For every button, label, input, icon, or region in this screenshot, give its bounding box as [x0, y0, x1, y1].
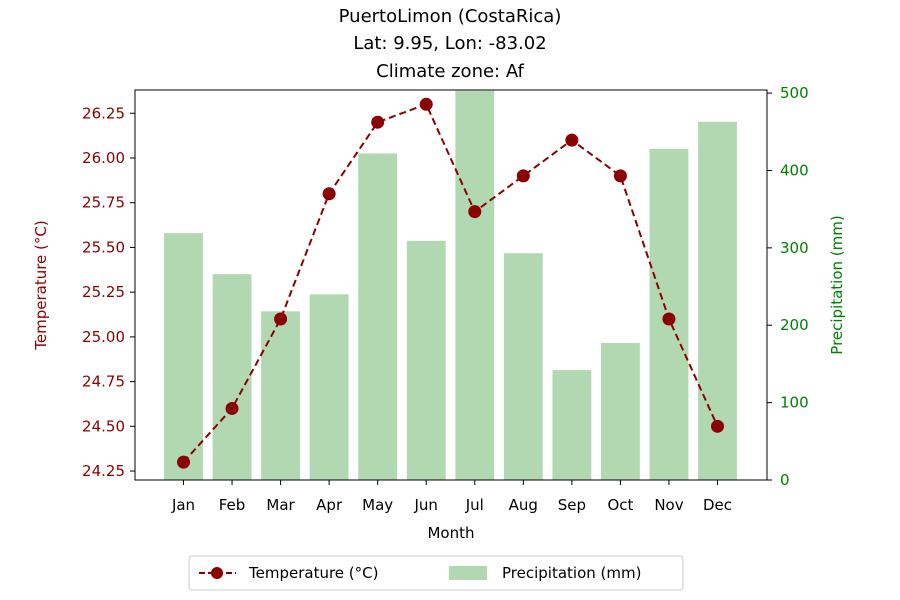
temperature-point-jan — [177, 455, 190, 469]
x-tick-label: Dec — [703, 496, 732, 514]
right-y-axis-label: Precipitation (mm) — [828, 215, 846, 354]
temperature-point-dec — [711, 419, 724, 433]
precipitation-bars — [164, 90, 737, 481]
x-tick-label: Jun — [414, 496, 438, 514]
right-y-axis: 0 100 200 300 400 500 — [767, 84, 809, 489]
precipitation-bar-apr — [309, 294, 349, 480]
title-line-1: PuertoLimon (CostaRica) — [339, 6, 562, 27]
precipitation-bar-jan — [164, 233, 203, 480]
title-line-2: Lat: 9.95, Lon: -83.02 — [353, 33, 546, 54]
left-y-tick-label: 24.25 — [82, 462, 125, 480]
x-tick-label: Jul — [465, 496, 484, 514]
precipitation-bar-oct — [600, 343, 640, 480]
x-axis-label: Month — [427, 524, 474, 542]
temperature-series-line — [182, 103, 719, 463]
right-y-tick-label: 200 — [780, 316, 809, 334]
x-tick-label: Oct — [607, 496, 633, 514]
left-y-tick-label: 26.25 — [82, 104, 125, 122]
right-y-tick-label: 0 — [780, 471, 790, 489]
legend-box — [188, 555, 684, 591]
x-tick-label: Apr — [316, 496, 343, 514]
left-y-tick-label: 26.00 — [82, 149, 125, 167]
plot-frame — [134, 89, 768, 481]
right-y-tick-label: 300 — [780, 239, 809, 257]
left-y-tick-label: 24.50 — [82, 417, 125, 435]
precipitation-bar-sep — [552, 370, 592, 480]
x-tick-label: Nov — [654, 496, 683, 514]
precipitation-bar-may — [358, 153, 398, 480]
legend: Temperature (°C) Precipitation (mm) — [188, 555, 684, 591]
x-tick-label: Sep — [558, 496, 586, 514]
left-y-tick-label: 25.00 — [82, 328, 125, 346]
precipitation-bar-aug — [503, 253, 543, 480]
temperature-point-aug — [516, 169, 530, 183]
temperature-point-feb — [225, 401, 239, 415]
legend-precipitation-label: Precipitation (mm) — [502, 564, 641, 582]
temperature-point-apr — [322, 187, 336, 201]
temperature-point-oct — [613, 169, 627, 183]
precipitation-bar-jul — [455, 90, 495, 481]
left-y-tick-label: 25.50 — [82, 238, 125, 256]
temperature-point-may — [371, 115, 385, 129]
x-axis: Jan Feb Mar Apr May Jun Jul Aug Sep Oct Nov Dec — [171, 480, 732, 514]
temperature-line — [177, 97, 724, 469]
temperature-point-jul — [468, 205, 482, 219]
left-y-axis-label: Temperature (°C) — [32, 220, 50, 350]
right-y-tick-label: 500 — [780, 84, 809, 102]
temperature-point-nov — [662, 312, 676, 326]
legend-temperature-label: Temperature (°C) — [248, 564, 378, 582]
x-tick-label: Feb — [219, 496, 246, 514]
legend-temperature-marker — [211, 567, 223, 579]
x-tick-label: Aug — [509, 496, 538, 514]
temperature-point-jun — [419, 97, 433, 111]
left-y-tick-label: 25.25 — [82, 283, 125, 301]
legend-precipitation-swatch — [449, 566, 487, 580]
x-tick-label: May — [362, 496, 393, 514]
x-tick-label: Mar — [266, 496, 295, 514]
temperature-point-mar — [274, 312, 288, 326]
left-y-tick-label: 24.75 — [82, 373, 125, 391]
title-line-3: Climate zone: Af — [376, 61, 524, 82]
left-y-axis: 24.25 24.50 24.75 25.00 25.25 25.50 25.75 26.00… — [82, 104, 135, 480]
right-y-tick-label: 100 — [780, 394, 809, 412]
precipitation-bar-feb — [212, 274, 252, 480]
chart-title: PuertoLimon (CostaRica) Lat: 9.95, Lon: … — [339, 6, 562, 82]
x-tick-label: Jan — [171, 496, 195, 514]
temperature-point-sep — [565, 133, 579, 147]
right-y-tick-label: 400 — [780, 161, 809, 179]
precipitation-bar-mar — [261, 311, 301, 480]
left-y-tick-label: 25.75 — [82, 194, 125, 212]
precipitation-bar-jun — [406, 240, 446, 480]
